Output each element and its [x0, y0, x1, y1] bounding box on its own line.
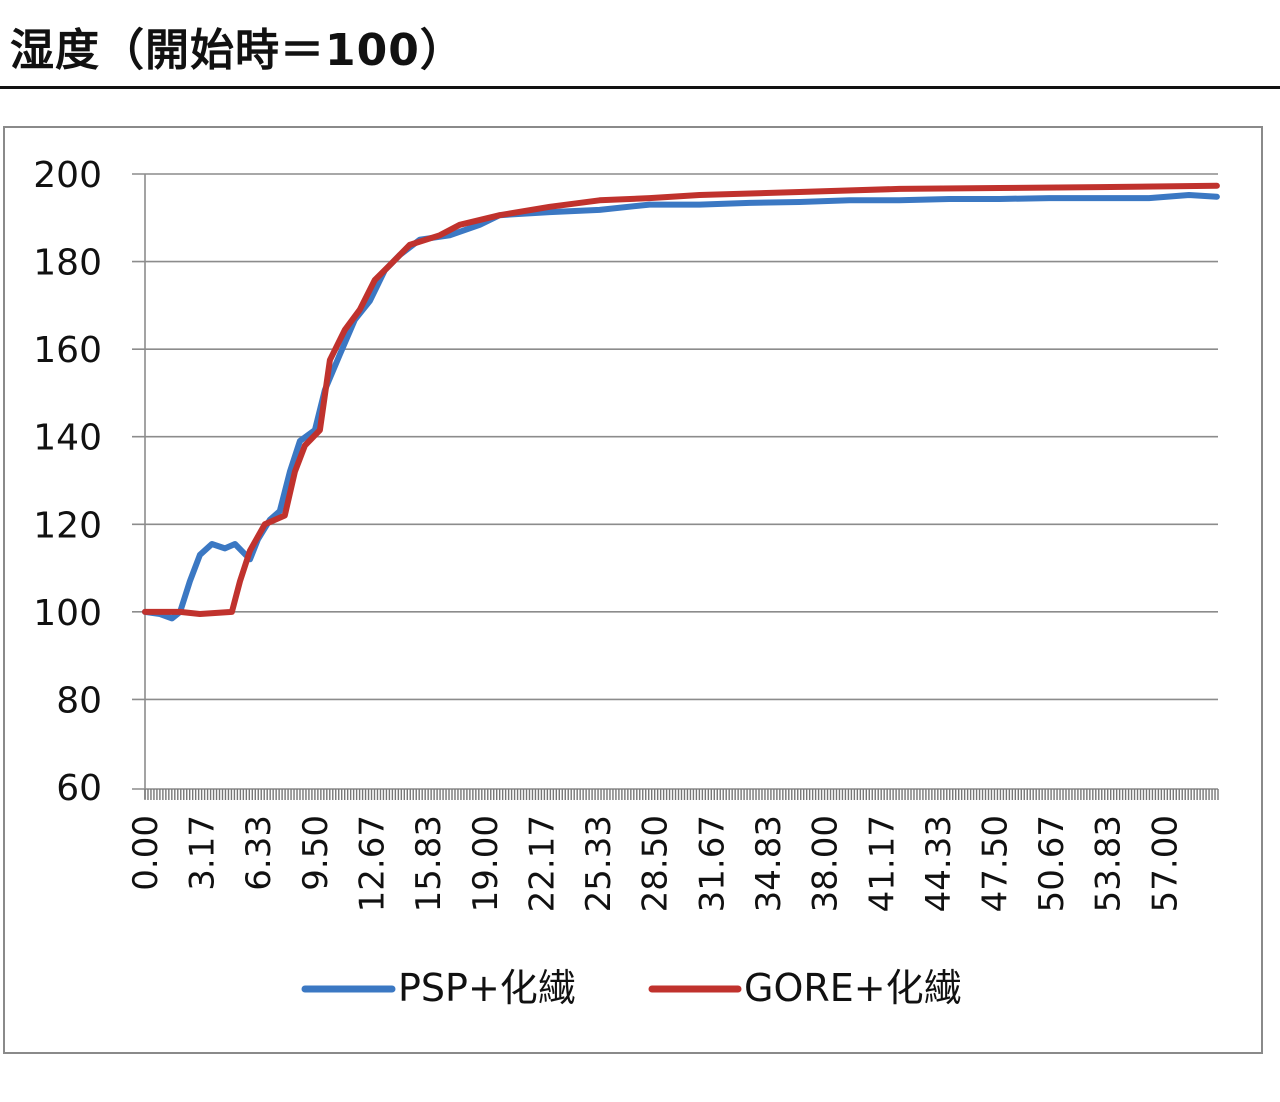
y-tick-label: 120: [33, 505, 102, 546]
legend: PSP+化繊 GORE+化繊: [301, 966, 962, 1010]
x-tick-label: 53.83: [1089, 815, 1129, 912]
y-tick-label: 100: [33, 593, 102, 634]
y-tick-label: 160: [33, 330, 102, 371]
x-tick-label: 50.67: [1032, 815, 1072, 912]
x-tick-label: 19.00: [466, 815, 506, 912]
x-tick-label: 31.67: [692, 815, 732, 912]
x-tick-label: 3.17: [183, 815, 223, 891]
series-line-gore: [142, 182, 1220, 617]
y-tick-label: 180: [33, 243, 102, 284]
x-tick-label: 12.67: [353, 815, 393, 912]
x-tick-label: 6.33: [239, 815, 279, 891]
x-tick-label: 0.00: [126, 815, 166, 891]
x-tick-label: 34.83: [749, 815, 789, 912]
x-tick-label: 9.50: [296, 815, 336, 891]
y-tick-label: 140: [33, 418, 102, 459]
x-tick-label: 57.00: [1145, 815, 1185, 912]
x-tick-label: 47.50: [975, 815, 1015, 912]
y-tick-label: 200: [33, 155, 102, 196]
x-tick-label: 25.33: [579, 815, 619, 912]
title-divider: [0, 86, 1280, 89]
series-line-psp: [142, 192, 1220, 622]
x-tick-label: 38.00: [806, 815, 846, 912]
chart-frame: [3, 126, 1263, 1054]
legend-label-psp: PSP+化繊: [398, 966, 576, 1010]
y-tick-label: 80: [56, 680, 102, 721]
y-tick-label: 60: [56, 768, 102, 809]
x-tick-label: 22.17: [522, 815, 562, 912]
chart-title: 湿度（開始時＝100）: [10, 25, 465, 76]
x-tick-label: 15.83: [409, 815, 449, 912]
legend-label-gore: GORE+化繊: [744, 966, 962, 1010]
x-tick-label: 41.17: [862, 815, 902, 912]
x-tick-label: 28.50: [636, 815, 676, 912]
x-tick-label: 44.33: [919, 815, 959, 912]
